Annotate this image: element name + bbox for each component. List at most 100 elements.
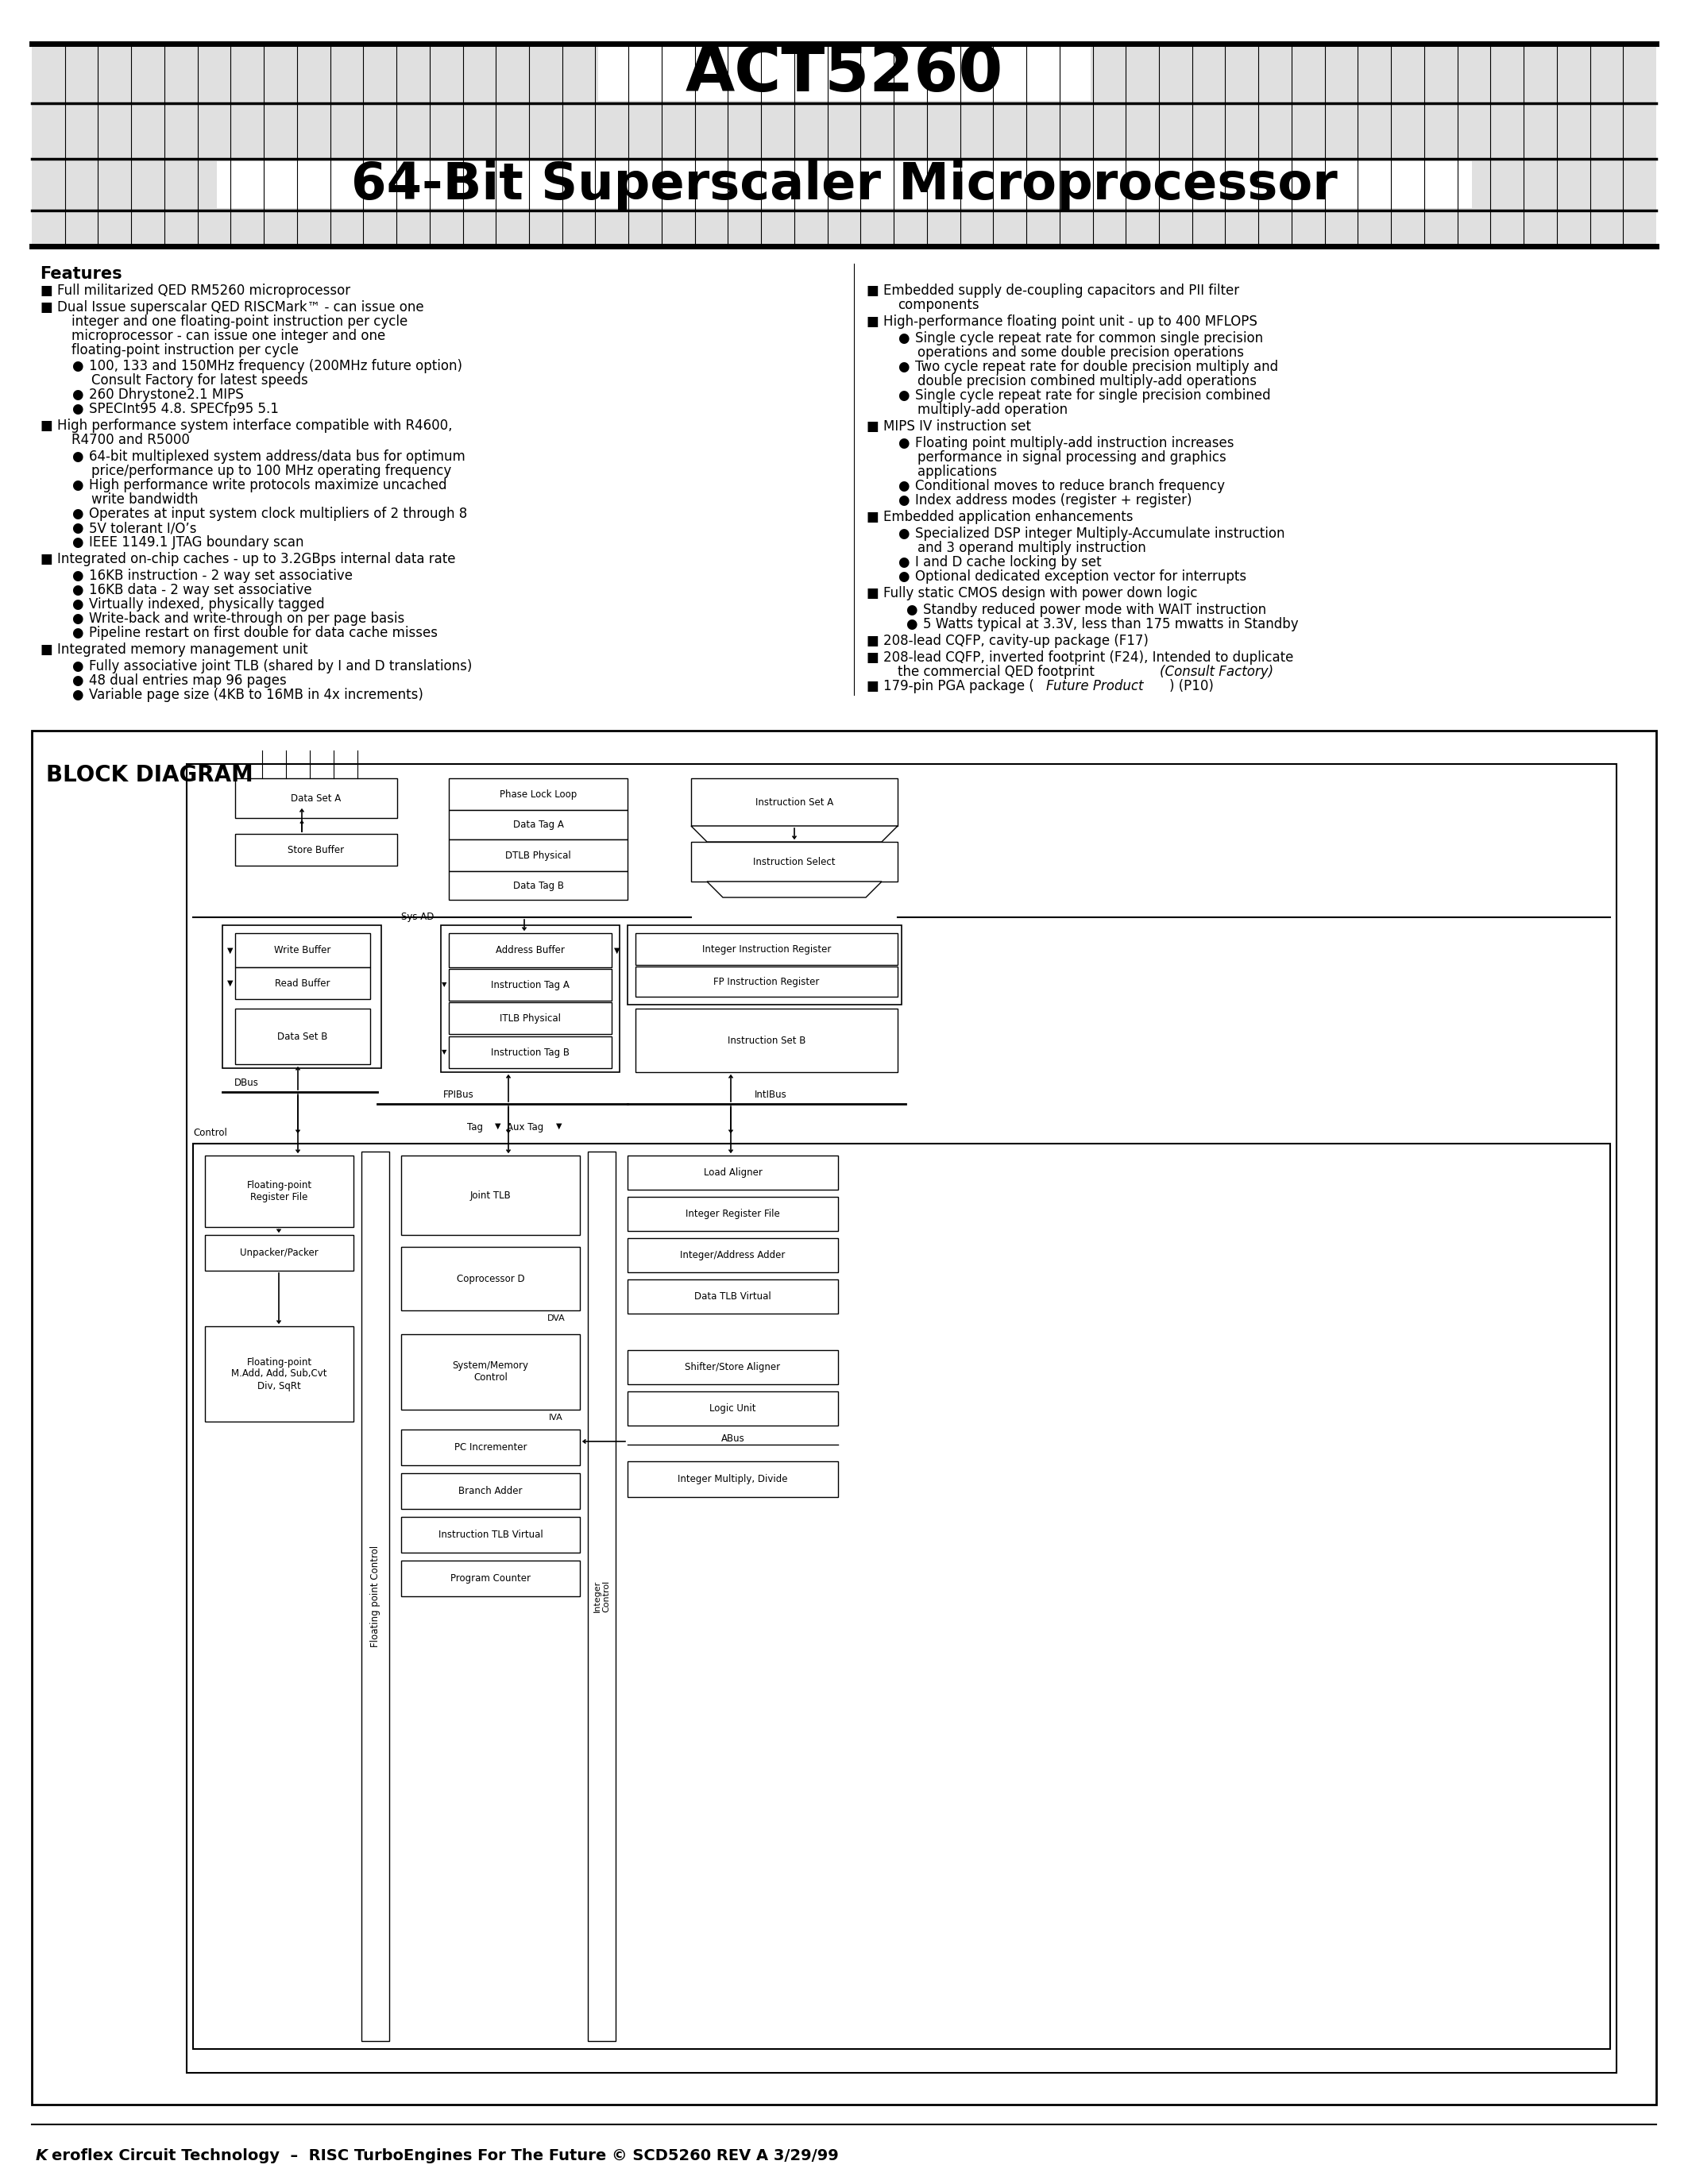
- Text: Integer Instruction Register: Integer Instruction Register: [702, 943, 830, 954]
- Text: High performance system interface compatible with R4600,: High performance system interface compat…: [57, 419, 452, 432]
- Text: Future Product: Future Product: [1047, 679, 1143, 692]
- Text: ●: ●: [71, 535, 83, 550]
- Bar: [628, 926, 901, 1005]
- Text: ●: ●: [898, 360, 910, 373]
- Text: Specialized DSP integer Multiply-Accumulate instruction: Specialized DSP integer Multiply-Accumul…: [915, 526, 1285, 542]
- Bar: [628, 1280, 837, 1313]
- Bar: [449, 1002, 611, 1033]
- Bar: [449, 871, 628, 900]
- Text: ●: ●: [898, 570, 910, 583]
- Text: Virtually indexed, physically tagged: Virtually indexed, physically tagged: [89, 596, 324, 612]
- Text: and 3 operand multiply instruction: and 3 operand multiply instruction: [918, 542, 1146, 555]
- Text: System/Memory
Control: System/Memory Control: [452, 1361, 528, 1382]
- Text: Phase Lock Loop: Phase Lock Loop: [500, 788, 577, 799]
- Text: double precision combined multiply-add operations: double precision combined multiply-add o…: [918, 373, 1256, 389]
- Text: SPECInt95 4.8. SPECfp95 5.1: SPECInt95 4.8. SPECfp95 5.1: [89, 402, 279, 417]
- Text: ■: ■: [41, 284, 52, 297]
- Text: ●: ●: [71, 402, 83, 417]
- Text: ■: ■: [866, 509, 878, 524]
- Bar: [204, 1234, 353, 1271]
- Bar: [402, 1334, 581, 1409]
- Text: price/performance up to 100 MHz operating frequency: price/performance up to 100 MHz operatin…: [91, 463, 451, 478]
- Text: Write Buffer: Write Buffer: [273, 946, 331, 954]
- Text: ●: ●: [71, 583, 83, 596]
- Bar: [402, 1431, 581, 1465]
- Text: ACT5260: ACT5260: [685, 41, 1003, 105]
- Bar: [449, 839, 628, 871]
- Text: Integer Register File: Integer Register File: [685, 1208, 780, 1219]
- Text: ■: ■: [866, 633, 878, 649]
- Text: ■: ■: [866, 585, 878, 601]
- Text: 100, 133 and 150MHz frequency (200MHz future option): 100, 133 and 150MHz frequency (200MHz fu…: [89, 358, 463, 373]
- Text: Data Set A: Data Set A: [290, 793, 341, 804]
- Text: 5V tolerant I/O’s: 5V tolerant I/O’s: [89, 522, 196, 535]
- Text: ●: ●: [71, 387, 83, 402]
- Text: 260 Dhrystone2.1 MIPS: 260 Dhrystone2.1 MIPS: [89, 387, 243, 402]
- Text: ●: ●: [71, 612, 83, 627]
- Bar: [449, 810, 628, 839]
- Bar: [635, 1009, 898, 1072]
- Bar: [449, 778, 628, 810]
- Bar: [441, 926, 619, 1072]
- Text: ●: ●: [71, 507, 83, 522]
- Text: ▼: ▼: [555, 1123, 562, 1129]
- Text: ●: ●: [898, 555, 910, 570]
- Bar: [402, 1247, 581, 1310]
- Text: ■: ■: [41, 299, 52, 314]
- Text: Program Counter: Program Counter: [451, 1572, 530, 1583]
- Bar: [628, 1391, 837, 1426]
- Bar: [361, 1151, 390, 2042]
- Text: ●: ●: [71, 688, 83, 701]
- Bar: [32, 44, 1656, 247]
- Text: Features: Features: [41, 266, 122, 282]
- Text: 208-lead CQFP, cavity-up package (F17): 208-lead CQFP, cavity-up package (F17): [883, 633, 1148, 649]
- Text: ●: ●: [898, 437, 910, 450]
- Bar: [635, 968, 898, 996]
- Text: ■: ■: [866, 651, 878, 664]
- Text: BLOCK DIAGRAM: BLOCK DIAGRAM: [46, 764, 253, 786]
- Text: ●: ●: [71, 478, 83, 491]
- Text: Data Tag B: Data Tag B: [513, 880, 564, 891]
- Text: ●: ●: [898, 478, 910, 494]
- Text: ■: ■: [41, 419, 52, 432]
- Text: Full militarized QED RM5260 microprocessor: Full militarized QED RM5260 microprocess…: [57, 284, 351, 297]
- Text: IEEE 1149.1 JTAG boundary scan: IEEE 1149.1 JTAG boundary scan: [89, 535, 304, 550]
- Text: Floating point Control: Floating point Control: [370, 1546, 380, 1647]
- Text: ▼: ▼: [226, 946, 233, 954]
- Text: Sys AD: Sys AD: [402, 911, 434, 922]
- Text: Operates at input system clock multipliers of 2 through 8: Operates at input system clock multiplie…: [89, 507, 468, 522]
- Text: Embedded supply de-coupling capacitors and PII filter: Embedded supply de-coupling capacitors a…: [883, 284, 1239, 297]
- Text: PC Incrementer: PC Incrementer: [454, 1441, 527, 1452]
- Bar: [235, 968, 370, 998]
- Text: Standby reduced power mode with WAIT instruction: Standby reduced power mode with WAIT ins…: [923, 603, 1266, 618]
- Text: 48 dual entries map 96 pages: 48 dual entries map 96 pages: [89, 673, 287, 688]
- Text: ▼: ▼: [226, 978, 233, 987]
- Bar: [204, 1155, 353, 1227]
- Bar: [187, 764, 1617, 2073]
- Text: Instruction Tag A: Instruction Tag A: [491, 981, 569, 989]
- Text: Tag: Tag: [468, 1123, 483, 1133]
- Text: ■: ■: [866, 284, 878, 297]
- Text: ▼: ▼: [441, 1048, 446, 1055]
- Text: MIPS IV instruction set: MIPS IV instruction set: [883, 419, 1031, 435]
- Text: FP Instruction Register: FP Instruction Register: [714, 976, 820, 987]
- Bar: [690, 778, 898, 826]
- Text: Instruction Set A: Instruction Set A: [755, 797, 834, 808]
- Bar: [690, 841, 898, 882]
- Text: Load Aligner: Load Aligner: [704, 1168, 763, 1177]
- Bar: [235, 778, 397, 819]
- Text: ■: ■: [866, 419, 878, 435]
- Text: 64-bit multiplexed system address/data bus for optimum: 64-bit multiplexed system address/data b…: [89, 450, 466, 463]
- Text: components: components: [898, 297, 979, 312]
- Bar: [628, 1350, 837, 1385]
- Polygon shape: [690, 826, 898, 841]
- Bar: [204, 1326, 353, 1422]
- Text: Fully associative joint TLB (shared by I and D translations): Fully associative joint TLB (shared by I…: [89, 660, 473, 673]
- Text: DVA: DVA: [547, 1315, 565, 1321]
- Bar: [587, 1151, 616, 2042]
- Text: ■: ■: [41, 642, 52, 657]
- Bar: [635, 933, 898, 965]
- Bar: [628, 1155, 837, 1190]
- Bar: [32, 732, 1656, 2105]
- Bar: [402, 1518, 581, 1553]
